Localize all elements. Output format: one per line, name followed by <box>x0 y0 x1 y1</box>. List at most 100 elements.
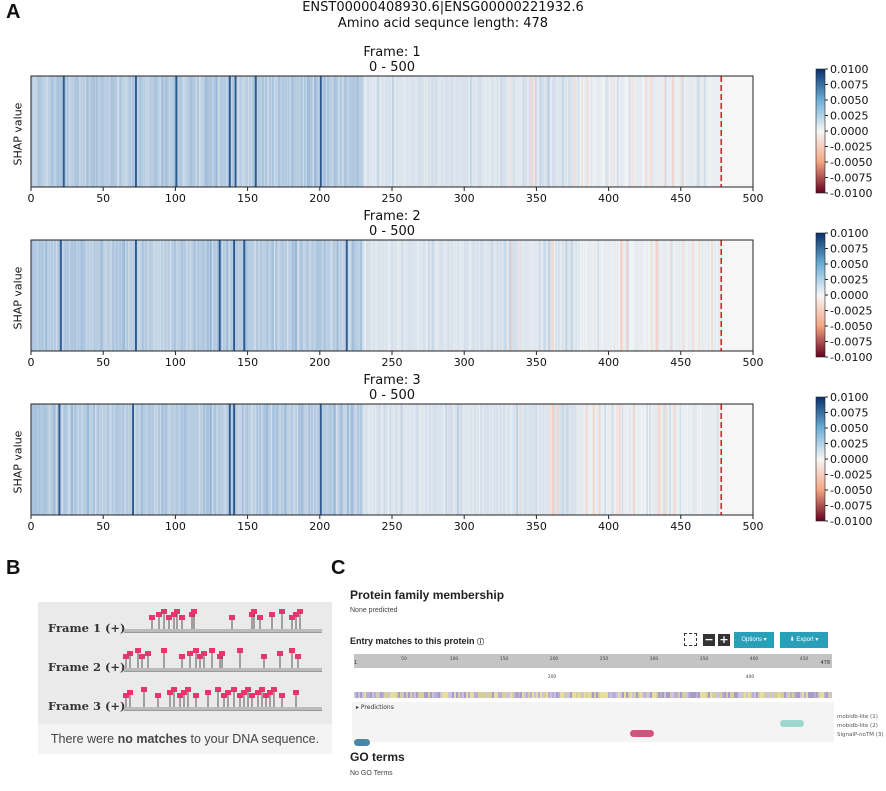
shap-cell <box>246 76 248 187</box>
shap-cell <box>592 240 595 351</box>
shap-cell <box>188 404 191 515</box>
shap-cell <box>324 404 326 515</box>
shap-cell <box>82 404 85 515</box>
shap-cell <box>542 404 544 515</box>
shap-cell <box>464 240 466 351</box>
shap-cell <box>712 76 715 187</box>
shap-cell <box>198 76 201 187</box>
shap-cell <box>282 404 284 515</box>
residue-cell <box>492 692 494 698</box>
shap-cell <box>573 76 576 187</box>
shap-cell <box>497 76 500 187</box>
shap-cell <box>172 404 175 515</box>
shap-cell <box>147 76 150 187</box>
shap-cell <box>186 404 189 515</box>
shap-cell <box>646 76 648 187</box>
shap-cell <box>630 404 633 515</box>
shap-cell <box>407 76 410 187</box>
shap-cell <box>97 404 100 515</box>
colorbar <box>815 232 826 358</box>
shap-cell <box>277 240 280 351</box>
shap-cell <box>472 240 475 351</box>
shap-cell <box>55 404 58 515</box>
residue-cell <box>434 692 436 698</box>
info-icon[interactable]: ⓘ <box>477 639 485 646</box>
shap-cell <box>329 240 332 351</box>
zoom-out-button[interactable]: − <box>703 633 715 646</box>
residue-cell <box>364 692 366 698</box>
shap-cell <box>59 404 62 515</box>
shap-cell <box>539 76 542 187</box>
shap-cell <box>363 404 365 515</box>
residue-cell <box>588 692 590 698</box>
shap-cell <box>113 240 116 351</box>
shap-cell <box>494 240 497 351</box>
shap-cell <box>74 240 77 351</box>
shap-peak <box>134 240 137 351</box>
site-marker <box>293 612 299 617</box>
residue-cell <box>760 692 762 698</box>
prediction-label-3: SignalP-noTM (3) <box>837 732 884 738</box>
shap-cell <box>503 76 505 187</box>
x-tick-label: 500 <box>743 192 764 205</box>
site-marker <box>251 609 257 614</box>
shap-cell <box>238 76 241 187</box>
shap-cell <box>455 404 458 515</box>
shap-cell <box>85 404 88 515</box>
shap-cell <box>214 404 217 515</box>
shap-cell <box>364 240 367 351</box>
shap-cell <box>347 76 349 187</box>
residue-cell <box>468 692 470 698</box>
residue-cell <box>548 692 550 698</box>
site-marker <box>219 651 225 656</box>
shap-cell <box>459 240 462 351</box>
shap-cell <box>217 76 220 187</box>
shap-cell <box>124 76 127 187</box>
shap-cell <box>305 76 308 187</box>
residue-cell <box>622 692 624 698</box>
shap-cell <box>347 404 349 515</box>
shap-cell <box>654 76 657 187</box>
shap-cell <box>132 240 134 351</box>
zoom-in-button[interactable]: + <box>718 633 730 646</box>
shap-cell <box>591 76 594 187</box>
shap-cell <box>370 240 373 351</box>
site-marker <box>297 609 303 614</box>
shap-cell <box>617 76 620 187</box>
shap-cell <box>556 404 559 515</box>
shap-cell <box>634 240 637 351</box>
shap-cell <box>32 76 35 187</box>
shap-cell <box>433 76 436 187</box>
options-button[interactable]: Options ▾ <box>734 632 774 648</box>
fullscreen-icon[interactable] <box>684 633 697 646</box>
shap-cell <box>527 404 530 515</box>
shap-cell <box>716 404 719 515</box>
shap-cell <box>550 76 553 187</box>
site-marker <box>167 690 173 695</box>
shap-cell <box>236 76 238 187</box>
export-button[interactable]: ⬇ Export ▾ <box>780 632 828 648</box>
shap-cell <box>64 240 66 351</box>
shap-cell <box>625 240 628 351</box>
residue-cell <box>744 692 746 698</box>
shap-cell <box>396 404 399 515</box>
shap-cell <box>448 240 451 351</box>
residue-cell <box>564 692 566 698</box>
shap-cell <box>507 76 510 187</box>
shap-cell <box>214 240 217 351</box>
shap-cell <box>383 240 386 351</box>
shap-cell <box>266 76 269 187</box>
shap-cell <box>192 404 195 515</box>
shap-cell <box>292 404 295 515</box>
residue-cell <box>688 692 690 698</box>
residue-cell <box>526 692 528 698</box>
residue-cell <box>598 692 600 698</box>
shap-cell <box>653 240 656 351</box>
shap-cell <box>624 404 627 515</box>
shap-cell <box>335 240 338 351</box>
residue-cell <box>458 692 460 698</box>
residue-cell <box>602 692 604 698</box>
shap-cell <box>341 404 344 515</box>
shap-cell <box>572 404 575 515</box>
shap-cell <box>162 240 165 351</box>
